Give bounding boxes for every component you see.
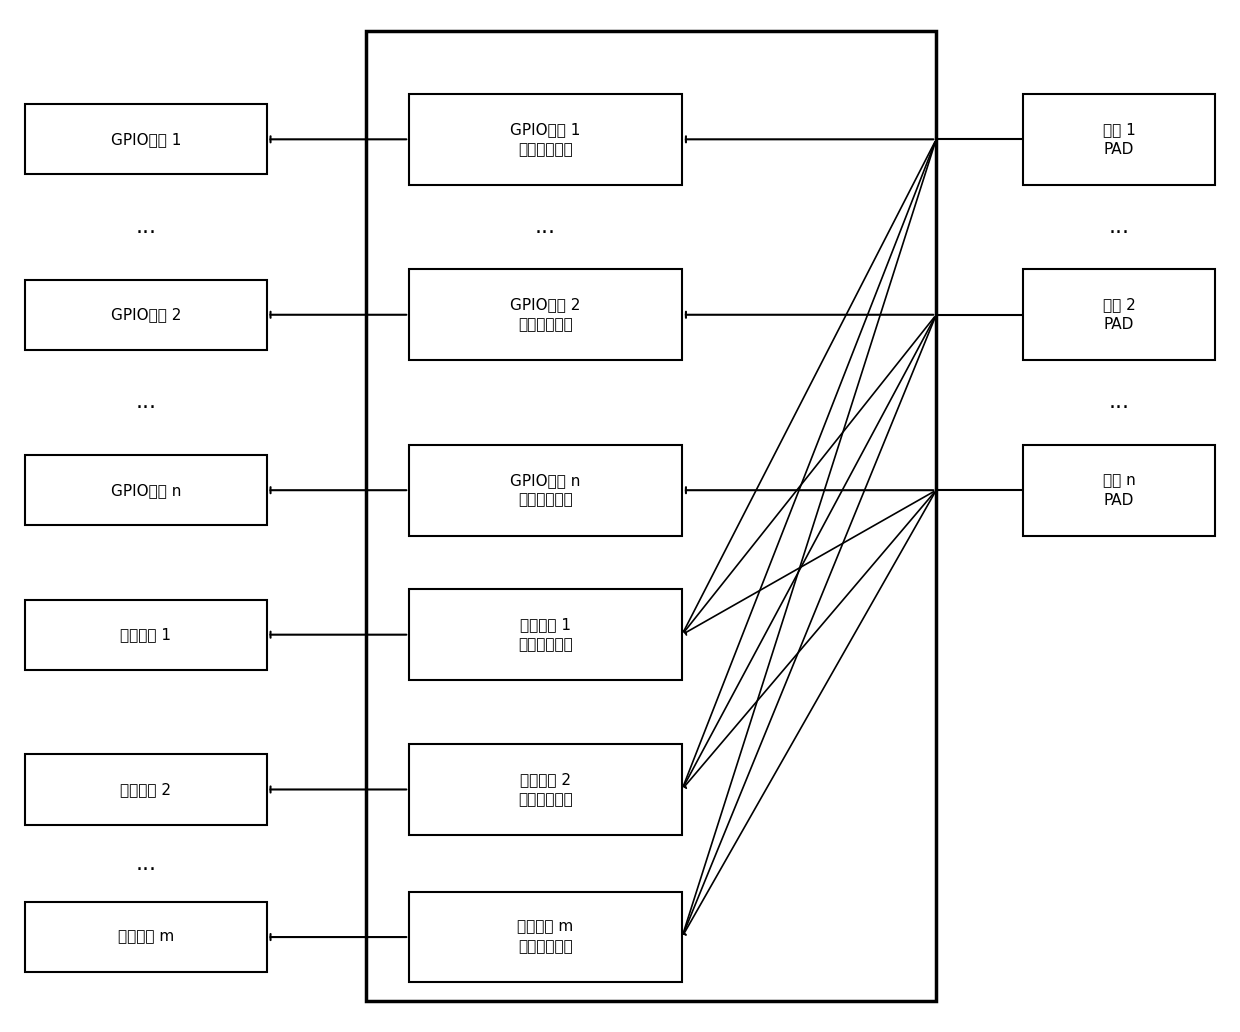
Text: GPIO信号 2: GPIO信号 2 [110,308,181,322]
Bar [1023,269,1215,360]
Text: 管脚 n
PAD: 管脚 n PAD [1102,473,1136,508]
Text: GPIO信号 2
输入控制逻辑: GPIO信号 2 输入控制逻辑 [511,297,580,332]
Bar [409,589,682,680]
Bar [25,455,267,525]
Text: 功能信号 2: 功能信号 2 [120,782,171,797]
Text: 功能信号 m
输入控制逻辑: 功能信号 m 输入控制逻辑 [517,920,574,955]
Text: GPIO信号 1
输入控制逻辑: GPIO信号 1 输入控制逻辑 [511,122,580,157]
Text: ...: ... [135,392,156,413]
Text: 管脚 1
PAD: 管脚 1 PAD [1102,122,1136,157]
Bar [409,445,682,536]
Bar [25,104,267,174]
Text: GPIO信号 n: GPIO信号 n [110,483,181,497]
Bar [25,754,267,825]
Text: GPIO信号 1: GPIO信号 1 [110,132,181,147]
Bar [409,744,682,835]
Text: ...: ... [536,217,556,237]
Text: ...: ... [1109,392,1130,413]
Text: ...: ... [135,217,156,237]
Text: 管脚 2
PAD: 管脚 2 PAD [1102,297,1136,332]
Bar [409,269,682,360]
Text: 功能信号 1: 功能信号 1 [120,627,171,642]
Text: 功能信号 m: 功能信号 m [118,930,174,944]
Text: 功能信号 2
输入控制逻辑: 功能信号 2 输入控制逻辑 [518,772,573,807]
Bar [25,600,267,670]
Bar [366,31,936,1001]
Text: ...: ... [1109,217,1130,237]
Bar [1023,445,1215,536]
Bar [25,280,267,350]
Text: 功能信号 1
输入控制逻辑: 功能信号 1 输入控制逻辑 [518,617,573,652]
Bar [25,902,267,972]
Bar [409,94,682,185]
Bar [409,892,682,982]
Text: ...: ... [135,853,156,874]
Text: GPIO信号 n
输入控制逻辑: GPIO信号 n 输入控制逻辑 [511,473,580,508]
Bar [1023,94,1215,185]
